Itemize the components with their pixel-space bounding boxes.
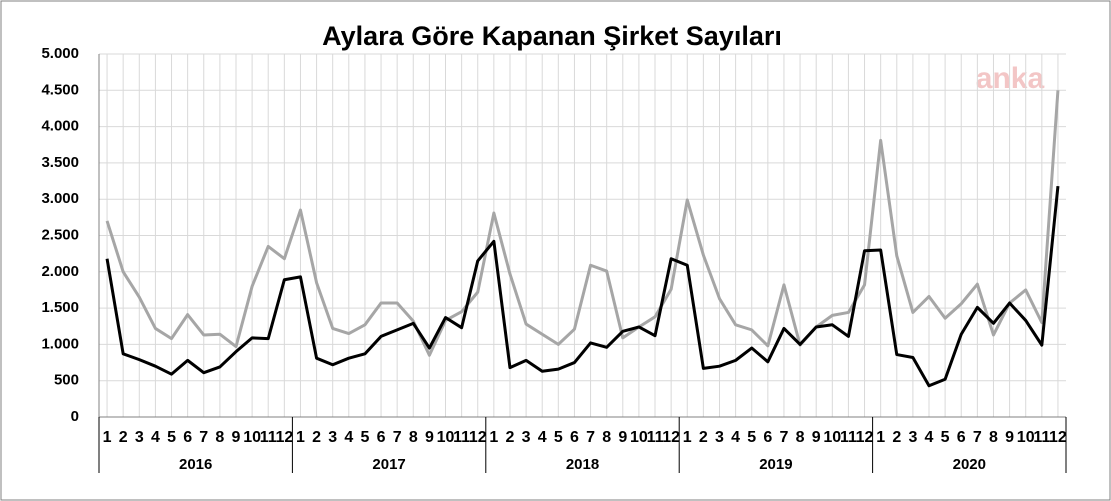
y-tick-label: 500 [54, 372, 79, 389]
x-tick-label: 4 [538, 429, 547, 446]
year-label: 2018 [566, 456, 599, 473]
x-tick-label: 9 [1005, 429, 1014, 446]
y-tick-label: 5.000 [41, 45, 79, 62]
x-tick-label: 9 [618, 429, 627, 446]
x-tick-label: 10 [243, 429, 261, 446]
x-tick-label: 1 [296, 429, 305, 446]
y-tick-label: 1.500 [41, 299, 79, 316]
x-tick-label: 4 [925, 429, 934, 446]
x-tick-label: 3 [908, 429, 917, 446]
x-tick-label: 5 [941, 429, 950, 446]
x-tick-label: 7 [586, 429, 595, 446]
x-tick-label: 2 [312, 429, 321, 446]
y-tick-label: 1.000 [41, 335, 79, 352]
x-tick-label: 7 [780, 429, 789, 446]
y-tick-label: 3.500 [41, 154, 79, 171]
x-tick-label: 2 [892, 429, 901, 446]
x-tick-label: 3 [135, 429, 144, 446]
x-tick-label: 11 [453, 429, 470, 446]
x-tick-label: 8 [796, 429, 805, 446]
x-tick-label: 7 [973, 429, 982, 446]
x-tick-label: 4 [731, 429, 740, 446]
y-tick-label: 2.000 [41, 263, 79, 280]
x-tick-label: 12 [1049, 429, 1067, 446]
line [105, 185, 1060, 388]
x-tick-label: 11 [260, 429, 277, 446]
x-tick-label: 12 [275, 429, 293, 446]
x-tick-label: 2 [699, 429, 708, 446]
x-tick-label: 5 [167, 429, 176, 446]
x-tick-label: 9 [232, 429, 241, 446]
x-tick-label: 5 [747, 429, 756, 446]
y-tick-label: 0 [71, 408, 79, 425]
x-tick-label: 7 [393, 429, 402, 446]
x-tick-label: 3 [328, 429, 337, 446]
x-tick-label: 10 [437, 429, 455, 446]
x-tick-label: 4 [344, 429, 353, 446]
x-tick-label: 6 [183, 429, 192, 446]
x-tick-label: 9 [812, 429, 821, 446]
x-tick-label: 2 [119, 429, 128, 446]
x-tick-label: 5 [554, 429, 563, 446]
y-tick-label: 2.500 [41, 226, 79, 243]
year-label: 2019 [759, 456, 792, 473]
x-tick-label: 8 [989, 429, 998, 446]
x-tick-label: 1 [683, 429, 692, 446]
x-tick-label: 1 [103, 429, 112, 446]
x-tick-label: 10 [630, 429, 648, 446]
watermark: anka [976, 62, 1045, 95]
chart-title: Aylara Göre Kapanan Şirket Sayıları [322, 21, 782, 51]
x-tick-label: 1 [489, 429, 498, 446]
x-tick-label: 6 [957, 429, 966, 446]
x-tick-label: 10 [823, 429, 841, 446]
year-label: 2017 [372, 456, 405, 473]
x-tick-label: 11 [840, 429, 857, 446]
x-tick-label: 6 [763, 429, 772, 446]
x-tick-label: 10 [1017, 429, 1035, 446]
x-tick-label: 3 [522, 429, 531, 446]
x-tick-label: 8 [215, 429, 224, 446]
x-tick-label: 7 [199, 429, 208, 446]
x-tick-label: 6 [570, 429, 579, 446]
year-label: 2020 [953, 456, 986, 473]
y-tick-label: 4.500 [41, 81, 79, 98]
x-tick-label: 6 [377, 429, 386, 446]
x-tick-label: 5 [360, 429, 369, 446]
x-tick-label: 8 [602, 429, 611, 446]
x-tick-label: 11 [1033, 429, 1050, 446]
y-tick-label: 3.000 [41, 190, 79, 207]
y-tick-label: 4.000 [41, 118, 79, 135]
x-tick-label: 3 [715, 429, 724, 446]
x-tick-label: 8 [409, 429, 418, 446]
x-tick-label: 12 [662, 429, 680, 446]
x-tick-label: 9 [425, 429, 434, 446]
line [105, 90, 1060, 357]
x-tick-label: 12 [856, 429, 874, 446]
x-tick-label: 11 [647, 429, 664, 446]
x-tick-label: 2 [506, 429, 515, 446]
x-tick-label: 12 [469, 429, 487, 446]
x-tick-label: 1 [876, 429, 885, 446]
x-tick-label: 4 [151, 429, 160, 446]
year-label: 2016 [179, 456, 212, 473]
